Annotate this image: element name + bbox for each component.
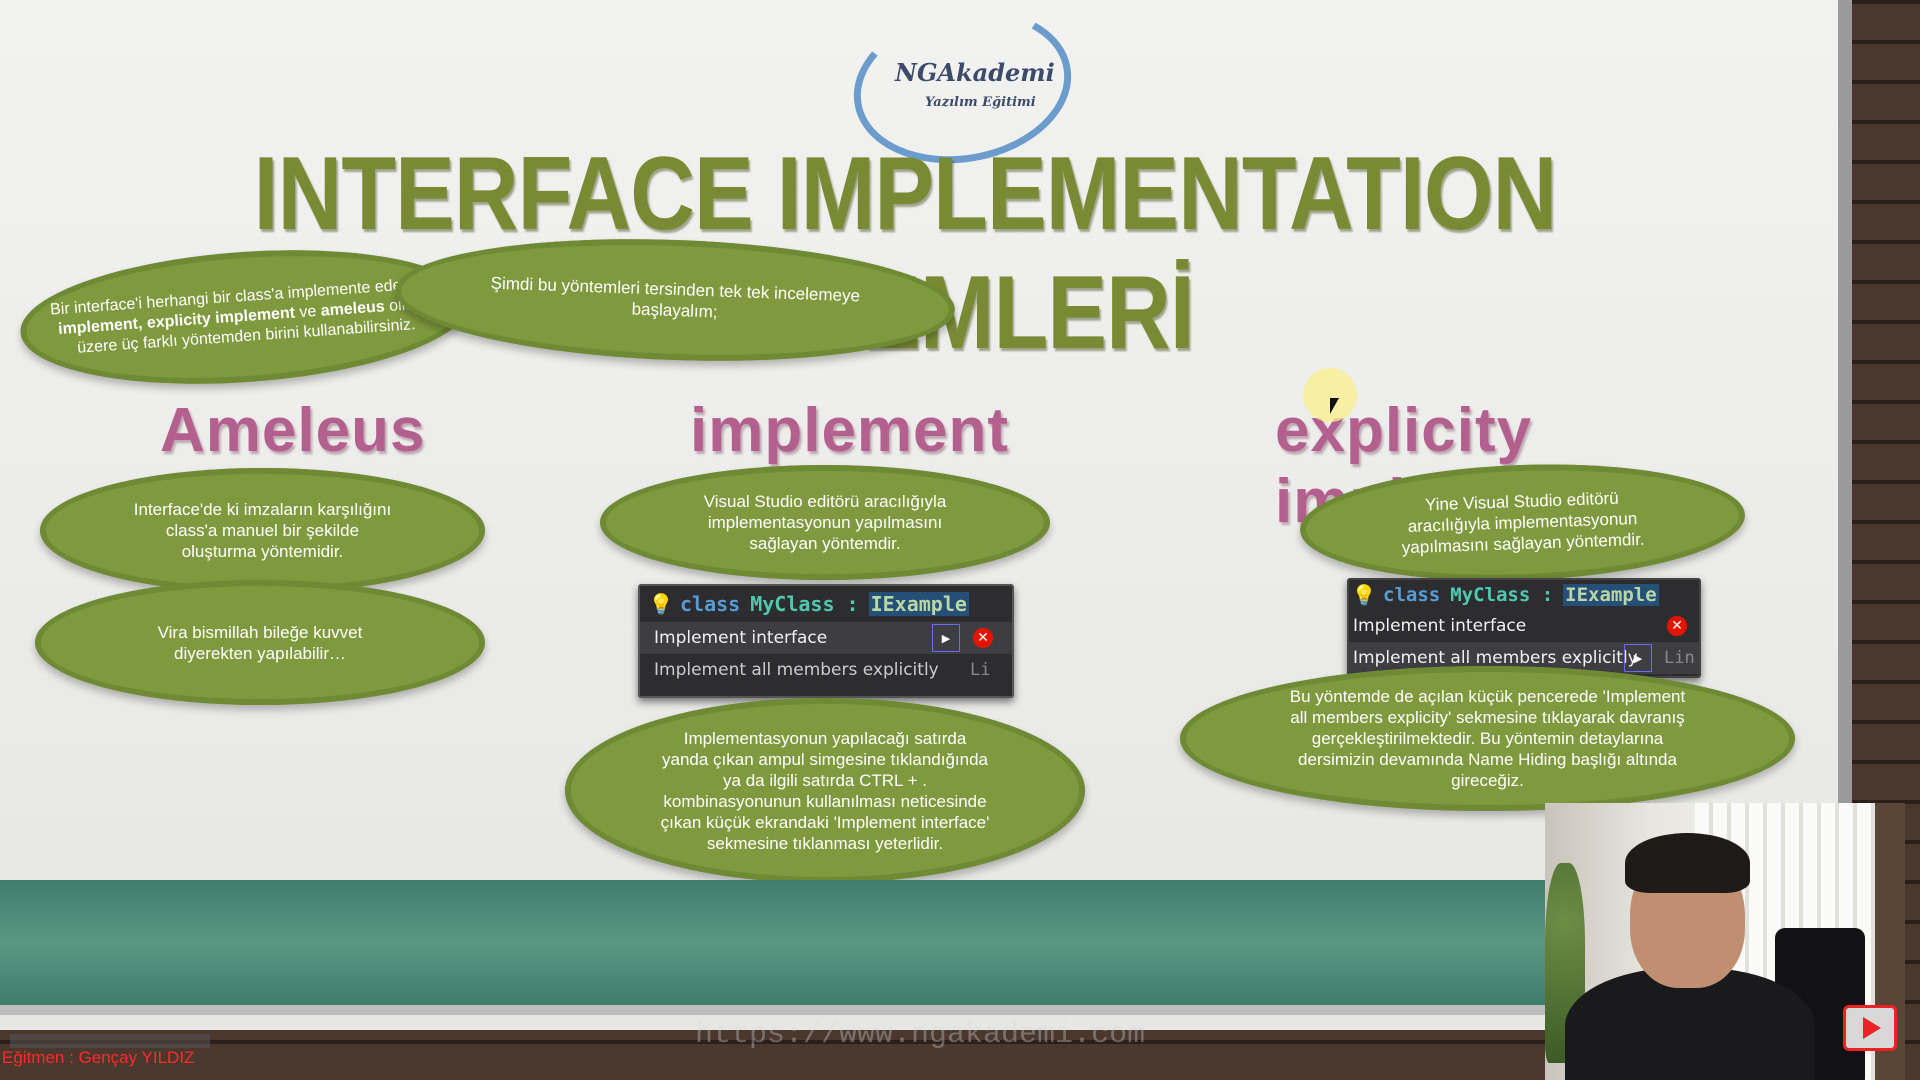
intro-bold-implement: implement, <box>57 315 144 339</box>
explicit-cloud-2: Bu yöntemde de açılan küçük pencerede 'I… <box>1180 666 1795 811</box>
intro-part-2: ve <box>298 303 317 322</box>
watermark-url: https://www.ngakademi.com <box>695 1018 1146 1052</box>
ameleus-cloud-1: Interface'de ki imzaların karşılığını cl… <box>40 468 485 593</box>
explicit-cloud-2-text: Bu yöntemde de açılan küçük pencerede 'I… <box>1289 687 1686 790</box>
lightbulb-icon[interactable]: 💡 <box>648 592 674 616</box>
presenter-hair <box>1625 833 1750 893</box>
menu-item-implement-interface[interactable]: Implement interface ✕ <box>1349 610 1699 642</box>
vs-quick-actions-explicit: 💡 class MyClass : IExample Implement int… <box>1347 578 1701 678</box>
ameleus-cloud-1-text: Interface'de ki imzaların karşılığını cl… <box>133 500 392 561</box>
code-keyword: class <box>680 592 741 616</box>
close-icon[interactable]: ✕ <box>1667 616 1687 636</box>
slideshow-toolbar[interactable] <box>10 1034 210 1048</box>
menu-aside: Li <box>970 660 991 680</box>
code-class-name: MyClass : <box>750 592 859 616</box>
close-icon[interactable]: ✕ <box>973 628 993 648</box>
lightbulb-icon[interactable]: 💡 <box>1351 583 1377 607</box>
start-cloud-text: Şimdi bu yöntemleri tersinden tek tek in… <box>490 273 861 322</box>
intro-cloud: Bir interface'i herhangi bir class'a imp… <box>16 236 474 398</box>
mouse-cursor-icon <box>1330 398 1339 414</box>
chevron-right-icon[interactable]: ▶ <box>932 624 960 652</box>
ameleus-cloud-2-text: Vira bismillah bileğe kuvvet diyerekten … <box>157 622 363 663</box>
menu-item-implement-explicit[interactable]: Implement all members explicitly Li <box>640 654 1012 686</box>
heading-ameleus: Ameleus <box>160 396 426 465</box>
menu-aside: Lin <box>1664 648 1695 668</box>
presenter-webcam <box>1545 803 1905 1080</box>
slide-title: INTERFACE IMPLEMENTATION YÖNTEMLERİ <box>253 136 1558 371</box>
menu-item-label: Implement all members explicitly <box>1353 648 1638 668</box>
implement-cloud-2-text: Implementasyonun yapılacağı satırda yand… <box>660 728 990 853</box>
menu-item-implement-interface[interactable]: Implement interface ▶ ✕ <box>640 622 1012 654</box>
menu-item-label: Implement all members explicitly <box>654 660 939 680</box>
ameleus-cloud-2: Vira bismillah bileğe kuvvet diyerekten … <box>35 580 485 705</box>
explicit-cloud-1-text: Yine Visual Studio editörü aracılığıyla … <box>1401 488 1645 558</box>
menu-item-label: Implement interface <box>1353 616 1527 636</box>
logo-title: NGAkademi <box>895 58 1055 87</box>
code-class-name: MyClass : <box>1450 584 1554 606</box>
menu-item-label: Implement interface <box>654 628 828 648</box>
slide-edge <box>1838 0 1852 1030</box>
code-interface-selection: IExample <box>868 592 969 616</box>
slide-footer-banner <box>0 880 1850 1005</box>
code-interface-selection: IExample <box>1563 584 1659 606</box>
implement-cloud-1-text: Visual Studio editörü aracılığıyla imple… <box>703 492 947 553</box>
slide-footer-base <box>0 1005 1850 1015</box>
instructor-caption: Eğitmen : Gençay YILDIZ <box>2 1048 195 1067</box>
play-icon[interactable] <box>1843 1005 1897 1051</box>
heading-implement: implement <box>690 396 1010 465</box>
implement-cloud-1: Visual Studio editörü aracılığıyla imple… <box>600 465 1050 580</box>
chevron-right-icon[interactable]: ▶ <box>1624 644 1652 672</box>
logo-subtitle: Yazılım Eğitimi <box>925 95 1036 110</box>
vs-quick-actions-implement: 💡 class MyClass : IExample Implement int… <box>638 584 1014 698</box>
ngakademi-logo: NGAkademi Yazılım Eğitimi <box>841 0 1084 180</box>
vs-code-line: 💡 class MyClass : IExample <box>1349 580 1699 610</box>
presentation-slide: NGAkademi Yazılım Eğitimi INTERFACE IMPL… <box>0 0 1852 1052</box>
implement-cloud-2: Implementasyonun yapılacağı satırda yand… <box>565 698 1085 883</box>
intro-bold-ameleus: ameleus <box>320 298 386 320</box>
code-keyword: class <box>1383 584 1441 606</box>
vs-code-line: 💡 class MyClass : IExample <box>640 586 1012 622</box>
